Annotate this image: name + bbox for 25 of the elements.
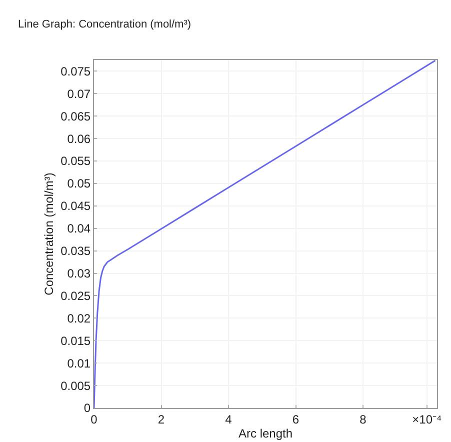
y-tick-label: 0.05 xyxy=(67,176,91,191)
y-tick-label: 0.07 xyxy=(67,86,91,101)
y-tick-label: 0.055 xyxy=(60,154,91,168)
x-tick-label: 4 xyxy=(225,412,232,426)
x-tick-label: ×10⁻⁴ xyxy=(412,412,442,426)
y-tick-label: 0.035 xyxy=(60,244,91,258)
x-axis-title: Arc length xyxy=(238,426,293,440)
y-tick-label: 0.025 xyxy=(60,288,91,303)
y-tick-label: 0.03 xyxy=(67,266,91,280)
y-tick-label: 0.045 xyxy=(60,199,91,214)
chart-title: Line Graph: Concentration (mol/m³) xyxy=(18,18,192,31)
x-tick-label: 2 xyxy=(158,412,165,426)
y-tick-label: 0.06 xyxy=(67,132,91,146)
y-tick-label: 0.015 xyxy=(60,334,91,348)
y-tick-label: 0.065 xyxy=(60,109,91,124)
y-tick-label: 0.02 xyxy=(67,311,91,326)
y-tick-label: 0.01 xyxy=(67,356,91,370)
y-tick-label: 0.075 xyxy=(60,64,91,78)
x-tick-label: 6 xyxy=(292,412,300,426)
y-tick-label: 0.04 xyxy=(67,222,91,236)
y-tick-label: 0.005 xyxy=(60,378,91,393)
line-series xyxy=(94,60,436,408)
x-tick-label: 8 xyxy=(360,412,367,426)
y-tick-label: 0 xyxy=(84,401,91,416)
y-axis-title: Concentration (mol/m³) xyxy=(42,172,56,296)
